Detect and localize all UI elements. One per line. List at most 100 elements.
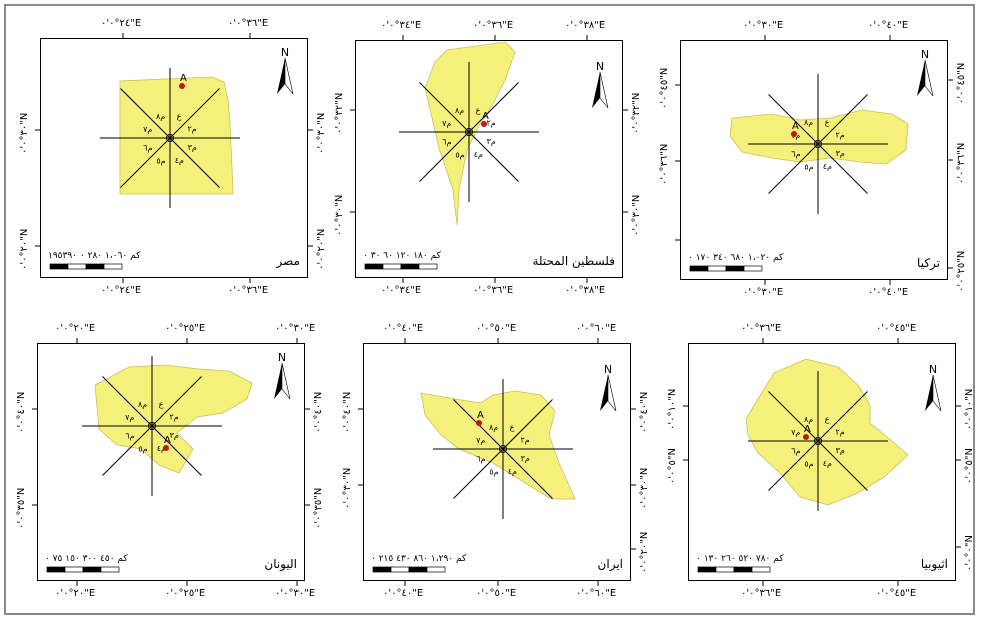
zone-label: م٢ [187, 125, 196, 134]
zone-label: م٨ [156, 112, 165, 121]
scale-label: كم ١،٠٢٠ ٦٨٠ ٣٤٠ ١٧٠ ٠ [688, 253, 784, 263]
tick-label-top: ٤٠°٠'٠"E [383, 323, 424, 334]
tick-label-bottom: ٣٤°٠'٠"E [381, 285, 422, 296]
zone-label: م٧ [125, 413, 134, 422]
country-shape [729, 109, 909, 165]
map-panel: ع م٢ م٣ م٤ م٥ م٦ م٧ م٨ A N كم ١،٠٦٠ ٢٨٠ ٠ ١٩٥٣٩٠ مص… [19, 19, 327, 296]
zone-label: م٤ [823, 162, 832, 171]
tick-label-left: ٥°٠'٠"N [667, 448, 678, 484]
scale-bar-segment [689, 265, 709, 272]
direction-line [768, 391, 868, 491]
tick-label-right: ٤٠°٠'٠"N [639, 391, 650, 433]
north-arrow-icon [281, 362, 291, 400]
zone-label: م٥ [489, 467, 498, 476]
scale-bar-segment [364, 263, 384, 270]
tick-label-left: ١٠°٠'٠"N [667, 388, 678, 430]
scale-bar-segment [372, 566, 392, 573]
map-svg: ع م٢ م٣ م٤ م٥ م٦ م٧ م٨ A N [32, 338, 310, 586]
tick-label-right: ٢٠°٠'٠"N [316, 228, 327, 270]
tick-label-right: ٣٦°٠'٠"N [956, 142, 967, 184]
north-label: N [604, 363, 612, 376]
point-a-label: A [164, 435, 171, 446]
tick-label-left: ٢٠°٠'٠"N [19, 228, 30, 270]
direction-line [768, 94, 868, 194]
scale-bar-segment [751, 566, 771, 573]
scale-label: كم ٤٥٠ ٣٠٠ ١٥٠ ٧٥ ٠ [45, 554, 128, 564]
zone-label: م٢ [835, 131, 844, 140]
country-name: تركيا [917, 256, 940, 270]
zone-label: م٦ [442, 137, 451, 146]
tick-label-left: ٣٠°٠'٠"N [342, 467, 353, 509]
zone-label: م٦ [125, 431, 134, 440]
map-frame [363, 343, 631, 581]
zone-label: م٦ [143, 143, 152, 152]
zone-label: م٣ [487, 137, 496, 146]
point-a-label: A [180, 73, 187, 84]
zone-label: ع [825, 415, 830, 424]
north-arrow-icon [924, 59, 934, 97]
zone-label: م٥ [804, 459, 813, 468]
tick-label-right: ٢٠°٠'٠"N [639, 531, 650, 573]
zone-label: م٧ [442, 119, 451, 128]
scale-bar-segment [715, 566, 735, 573]
zone-label: م٢ [486, 119, 495, 128]
tick-label-bottom: ٣٨°٠'٠"E [565, 285, 606, 296]
country-name: اثيوبيا [920, 557, 948, 571]
country-name: اليونان [264, 557, 297, 571]
tick-label-top: ٢٠°٠'٠"E [55, 323, 96, 334]
zone-label: م٣ [836, 149, 845, 158]
tick-label-top: ٢٤°٠'٠"E [101, 18, 142, 29]
tick-label-bottom: ٤٥°٠'٠"E [876, 588, 917, 599]
scale-bar-segment [707, 265, 727, 272]
zone-label: م٦ [476, 454, 485, 463]
zone-label: م٤ [175, 156, 184, 165]
tick-label-top: ٣٦°٠'٠"E [473, 20, 514, 31]
map-panel: ع م٢ م٣ م٤ م٥ م٦ م٧ م٨ A N كم ٧٨٠ ٥٢٠ ٢٦٠ ١٣٠ ٠ اثي… [667, 324, 975, 599]
scale-label: كم ١،٢٩٠ ٨٦٠ ٤٣٠ ٢١٥ ٠ [371, 554, 467, 564]
map-svg: ع م٢ م٣ م٤ م٥ م٦ م٧ م٨ A N [358, 338, 636, 586]
zone-label: م٤ [508, 467, 517, 476]
zone-label: م٦ [791, 446, 800, 455]
zone-label: ع [159, 400, 164, 409]
tick-label-right: ٣٢°٠'٠"N [631, 92, 642, 134]
center-point [814, 437, 822, 445]
center-point [166, 134, 174, 142]
north-label: N [929, 363, 937, 376]
scale-bar-segment [743, 265, 763, 272]
direction-line [120, 88, 220, 188]
north-arrow-icon [599, 71, 609, 109]
north-label: N [596, 60, 604, 73]
zone-label: م٦ [791, 149, 800, 158]
tick-label-right: ٣٠°٠'٠"N [631, 194, 642, 236]
zone-label: م٨ [489, 423, 498, 432]
tick-label-top: ٦٠°٠'٠"E [576, 323, 617, 334]
tick-label-right: ٥°٠'٠"N [964, 448, 975, 484]
scale-bar-segment [733, 566, 753, 573]
scale-bar-segment [82, 566, 102, 573]
zone-label: م٤ [823, 459, 832, 468]
country-name: مصر [276, 254, 300, 268]
scale-label: كم ٧٨٠ ٥٢٠ ٢٦٠ ١٣٠ ٠ [696, 554, 784, 564]
center-point [465, 128, 473, 136]
tick-label-right: ٠°٠'٠"N [964, 535, 975, 571]
country-shape [119, 76, 234, 195]
tick-label-bottom: ٥٠°٠'٠"E [476, 588, 517, 599]
tick-label-bottom: ٢٠°٠'٠"E [55, 588, 96, 599]
zone-label: م٨ [455, 106, 464, 115]
tick-label-top: ٣٨°٠'٠"E [565, 20, 606, 31]
map-panel: ع م٢ م٣ م٤ م٥ م٦ م٧ م٨ A N كم ٤٥٠ ٣٠٠ ١٥٠ ٧٥ ٠ اليو… [16, 324, 324, 599]
point-a-marker [163, 445, 169, 451]
tick-label-left: ٤٠°٠'٠"N [342, 391, 353, 433]
point-a-marker [476, 420, 482, 426]
scale-bar-segment [64, 566, 84, 573]
point-a-label: A [482, 111, 489, 122]
map-panel: ع م٢ م٣ م٤ م٥ م٦ م٧ م٨ A N كم ١،٢٩٠ ٨٦٠ ٤٣٠ ٢١٥ ٠ ا… [342, 324, 650, 599]
zone-label: م٥ [138, 444, 147, 453]
center-point [148, 422, 156, 430]
tick-label-left: ٣٥°٠'٠"N [16, 487, 27, 529]
point-a-label: A [792, 121, 799, 132]
zone-label: م٣ [170, 431, 179, 440]
tick-label-left: ٤٠°٠'٠"N [16, 391, 27, 433]
scale-label: كم ١٨٠ ١٢٠ ٦٠ ٣٠ ٠ [363, 251, 441, 261]
